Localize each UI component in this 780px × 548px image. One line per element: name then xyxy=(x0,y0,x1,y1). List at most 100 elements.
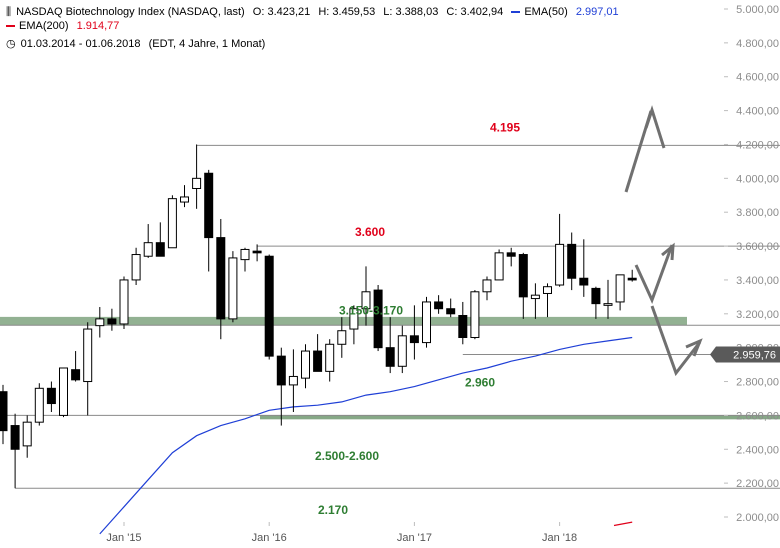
candle xyxy=(252,244,262,262)
ema200-label: EMA(200) xyxy=(19,20,69,32)
candle xyxy=(603,279,613,319)
candle xyxy=(276,347,286,426)
candle-body-down xyxy=(107,318,117,325)
arrow-mid-head xyxy=(661,242,675,261)
candle xyxy=(434,295,444,314)
candle-body-up xyxy=(240,248,250,261)
candle-body-up xyxy=(361,291,371,310)
candle-body-down xyxy=(385,347,395,367)
candle xyxy=(59,367,68,418)
candle xyxy=(131,247,141,286)
support-zone-3150-3170 xyxy=(0,316,687,326)
close-value: C: 3.402,94 xyxy=(446,6,504,18)
ema200-line xyxy=(613,521,633,527)
y-tick-label: 3.600,00 xyxy=(736,241,779,253)
candle-body-down xyxy=(518,254,528,298)
ema50-label: EMA(50) xyxy=(524,6,568,18)
candle xyxy=(530,283,540,319)
x-tick-label: Jan '15 xyxy=(106,532,141,544)
candle xyxy=(0,384,8,445)
candle xyxy=(313,334,323,372)
candle-body-down xyxy=(506,252,516,257)
candle-body-up xyxy=(22,421,32,447)
candle-body-up xyxy=(482,279,492,293)
ema-layer xyxy=(99,336,633,535)
ema200-value: 1.914,77 xyxy=(76,20,120,32)
candle xyxy=(34,383,44,426)
candle xyxy=(167,195,177,249)
candles-layer xyxy=(0,144,637,489)
ema200-swatch xyxy=(6,25,15,28)
level-annotation: 3.150-3.170 xyxy=(339,304,403,318)
candle xyxy=(264,254,274,360)
candle-body-down xyxy=(373,289,383,349)
level-annotation: 2.500-2.600 xyxy=(315,449,379,463)
ema50-line xyxy=(99,336,633,535)
candle xyxy=(579,239,589,297)
candle xyxy=(337,317,347,358)
candle xyxy=(288,349,298,413)
high-value: H: 3.459,53 xyxy=(318,6,376,18)
y-tick-label: 3.800,00 xyxy=(736,207,779,219)
y-tick-label: 2.800,00 xyxy=(736,377,779,389)
header-row-2: EMA(200) 1.914,77 xyxy=(6,20,124,32)
y-tick-label: 4.200,00 xyxy=(736,139,779,151)
y-tick-label: 2.000,00 xyxy=(736,512,779,524)
candle-body-down xyxy=(409,335,419,344)
candle-body-up xyxy=(301,350,310,379)
candle-body-up xyxy=(325,343,335,372)
candle-body-down xyxy=(204,172,214,239)
y-tick-label: 4.800,00 xyxy=(736,38,779,50)
candle xyxy=(397,325,407,374)
candle-body-down xyxy=(155,242,165,257)
candle xyxy=(494,249,504,281)
candle xyxy=(518,252,528,319)
candle-body-up xyxy=(34,387,44,423)
candle xyxy=(119,276,129,330)
candle xyxy=(482,276,492,301)
last-value-label: 2.959,76 xyxy=(733,349,776,361)
last-value-tag xyxy=(710,346,780,363)
candle xyxy=(555,213,565,287)
candle-body-up xyxy=(143,242,153,257)
candle-body-up xyxy=(288,375,298,386)
candle-body-up xyxy=(494,252,504,281)
candle xyxy=(422,296,431,348)
arrow-mid xyxy=(634,244,674,304)
candle xyxy=(46,381,56,413)
x-tick-label: Jan '16 xyxy=(252,532,287,544)
arrow-up-head xyxy=(644,105,666,149)
candle xyxy=(506,247,516,267)
candle xyxy=(409,305,419,360)
candle-body-down xyxy=(46,387,56,405)
candle-body-up xyxy=(397,335,407,367)
y-tick-label: 3.400,00 xyxy=(736,275,779,287)
annotation-layer: 4.195 3.600 3.150-3.170 2.960 2.500-2.600 2.1… xyxy=(315,120,520,517)
candle-body-up xyxy=(337,330,347,345)
candle-body-down xyxy=(252,250,262,254)
candle xyxy=(155,222,165,257)
candle xyxy=(301,344,310,389)
low-value: L: 3.388,03 xyxy=(383,6,439,18)
candle xyxy=(543,283,552,318)
candle xyxy=(71,351,81,382)
clock-icon: ◷ xyxy=(6,37,16,50)
candle-body-up xyxy=(59,367,68,416)
candle-body-down xyxy=(591,287,601,305)
candle-body-up xyxy=(349,308,359,330)
candle-body-down xyxy=(313,350,323,372)
candle-body-down xyxy=(446,308,456,315)
candle xyxy=(240,247,250,272)
header-row-3: ◷ 01.03.2014 - 01.06.2018 (EDT, 4 Jahre, … xyxy=(6,37,270,50)
candle xyxy=(143,224,153,258)
open-value: O: 3.423,21 xyxy=(252,6,311,18)
candle xyxy=(325,339,335,382)
candle-body-down xyxy=(579,277,589,286)
ema50-swatch xyxy=(511,11,521,14)
arrow-low xyxy=(650,305,702,377)
level-annotation: 2.170 xyxy=(318,503,348,517)
candle xyxy=(204,169,214,272)
date-range: 01.03.2014 - 01.06.2018 xyxy=(20,38,141,50)
candle xyxy=(458,301,468,345)
